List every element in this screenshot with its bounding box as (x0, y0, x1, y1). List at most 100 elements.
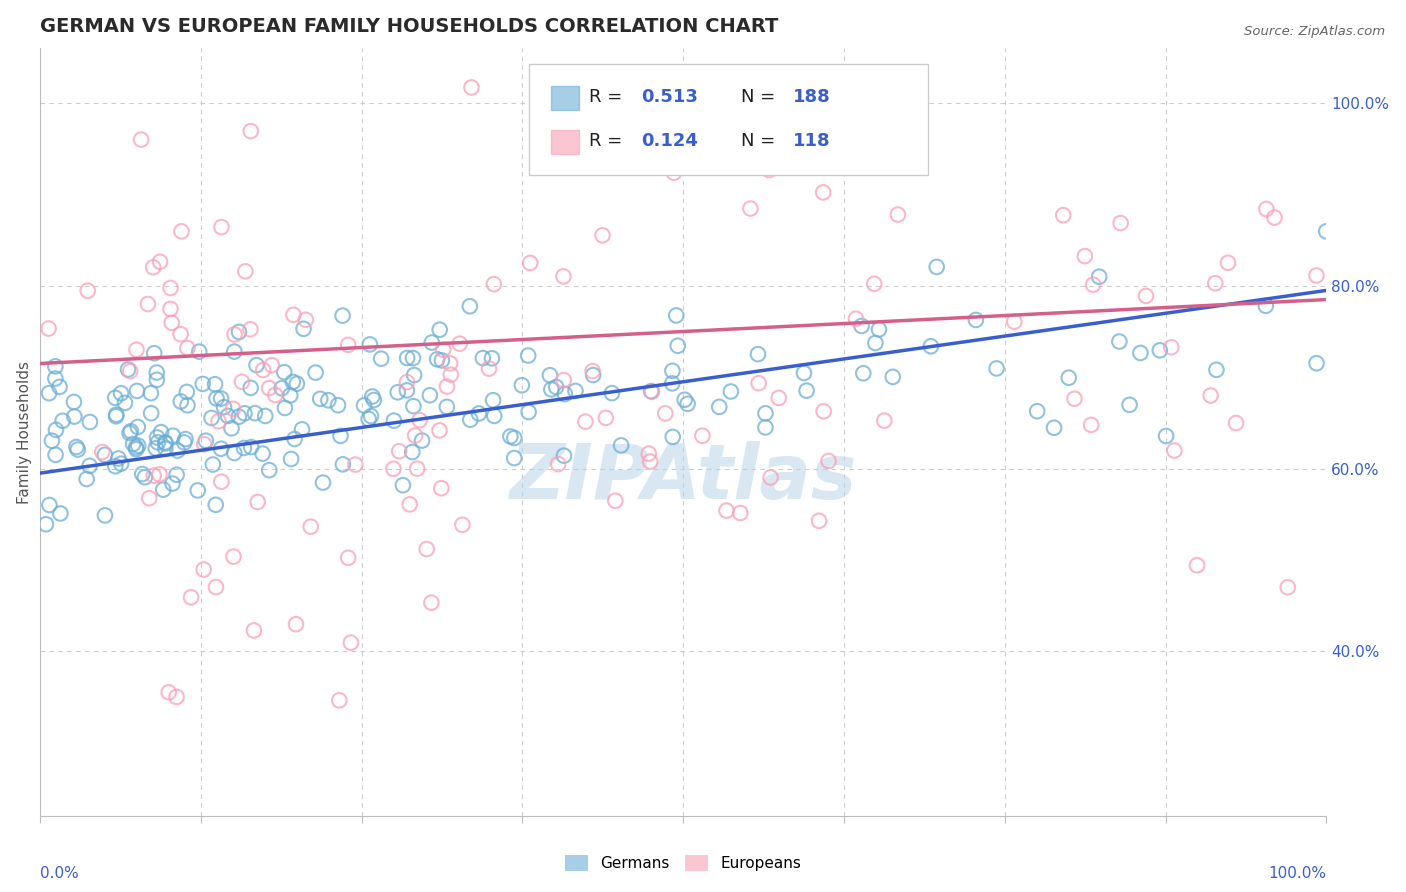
Point (402, 399, 425, 413)
Point (127, 420, 149, 434)
Point (813, 404, 835, 418)
Point (146, 435, 169, 450)
Point (193, 437, 215, 451)
Point (361, 390, 384, 404)
Point (398, 497, 420, 511)
Point (193, 562, 215, 576)
Point (865, 336, 887, 351)
Text: R =: R = (589, 88, 628, 106)
Point (845, 311, 868, 326)
Point (117, 362, 139, 376)
Point (429, 323, 451, 337)
Point (105, 409, 128, 424)
Point (131, 467, 153, 481)
Point (382, 462, 405, 476)
Point (363, 392, 385, 407)
Point (692, 428, 714, 442)
Point (278, 388, 301, 402)
Point (1002, 315, 1025, 329)
Point (1074, 249, 1097, 263)
Point (233, 264, 256, 278)
Point (169, 327, 191, 342)
Point (260, 358, 283, 372)
Point (1185, 558, 1208, 573)
Point (449, 336, 471, 351)
Point (94, 448, 117, 462)
Point (209, 392, 232, 406)
Point (1305, 268, 1327, 283)
Point (1108, 334, 1130, 349)
Point (79, 415, 101, 429)
Point (157, 685, 180, 699)
Point (166, 690, 188, 704)
Point (48, 380, 70, 394)
Point (240, 440, 263, 454)
Point (209, 220, 232, 235)
Point (166, 467, 188, 482)
Point (592, 228, 614, 243)
Point (45, 423, 67, 437)
Point (758, 163, 780, 178)
Point (440, 368, 463, 382)
Point (1204, 277, 1226, 291)
Point (231, 375, 253, 389)
Point (340, 635, 363, 649)
Point (654, 406, 676, 420)
Point (259, 463, 281, 477)
Text: ZIPAtlas: ZIPAtlas (509, 441, 856, 515)
Point (246, 495, 269, 509)
Point (143, 346, 166, 360)
Point (180, 591, 202, 605)
Point (748, 376, 770, 391)
Point (357, 412, 380, 426)
Point (1263, 211, 1285, 225)
Point (811, 186, 834, 200)
Point (148, 467, 170, 482)
Point (162, 428, 184, 442)
Point (299, 519, 322, 533)
Point (204, 377, 226, 392)
Point (582, 368, 605, 382)
Point (187, 483, 209, 498)
Point (337, 550, 360, 565)
Point (754, 406, 776, 420)
Point (125, 384, 148, 398)
Point (499, 429, 522, 443)
Point (887, 208, 910, 222)
Point (155, 436, 177, 450)
Point (581, 364, 603, 378)
Point (283, 308, 305, 322)
Point (641, 384, 664, 399)
Point (600, 386, 623, 401)
Point (478, 361, 501, 376)
Point (404, 428, 426, 442)
Point (66, 442, 89, 457)
Point (370, 351, 392, 366)
Point (420, 596, 443, 610)
Point (127, 439, 149, 453)
Point (458, 299, 481, 313)
Point (329, 429, 352, 443)
Point (747, 347, 769, 361)
Point (503, 451, 526, 466)
Point (145, 442, 167, 456)
Point (408, 413, 430, 427)
Point (145, 366, 167, 380)
Point (1043, 421, 1066, 435)
Point (661, 430, 683, 444)
Point (152, 483, 174, 497)
Point (201, 458, 224, 472)
Point (538, 368, 561, 383)
Point (484, 409, 506, 423)
Point (852, 366, 875, 380)
Point (863, 277, 886, 291)
Point (136, 297, 159, 311)
Point (200, 411, 222, 425)
Point (868, 322, 890, 336)
Point (1088, 269, 1111, 284)
Point (224, 327, 246, 342)
Point (166, 443, 188, 458)
Point (411, 434, 433, 448)
Point (387, 385, 409, 400)
Point (873, 414, 896, 428)
